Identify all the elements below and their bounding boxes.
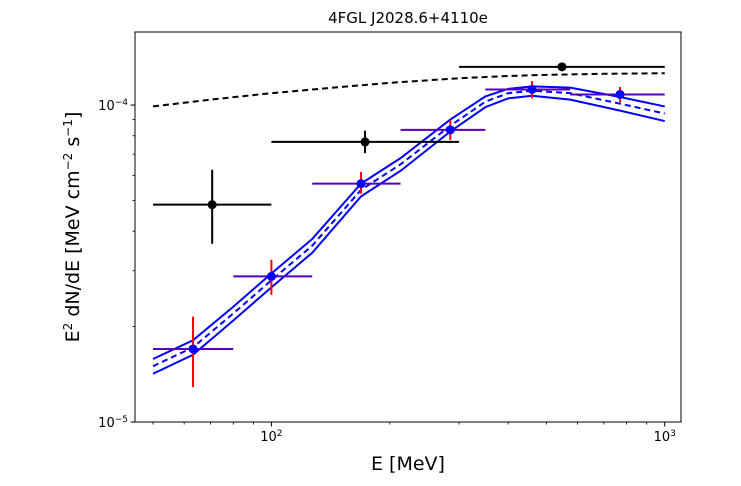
blue-points-marker-4 bbox=[527, 84, 537, 94]
y-label-pre: E bbox=[62, 330, 84, 342]
blue-points-point-3 bbox=[400, 120, 486, 141]
blue-points-point-2 bbox=[312, 171, 401, 194]
blue-points-marker-3 bbox=[445, 125, 455, 135]
y-tick-label-1: 10−4 bbox=[98, 98, 128, 114]
curve-blue-dashed-best-fit bbox=[152, 89, 665, 368]
chart-title: 4FGL J2028.6+4110e bbox=[328, 9, 488, 27]
y-label-post: ] bbox=[62, 112, 84, 119]
black-points-point-0 bbox=[152, 169, 272, 244]
blue-points-point-4 bbox=[485, 81, 571, 99]
x-tick-exp: 3 bbox=[670, 429, 676, 439]
black-points-marker-1 bbox=[360, 137, 370, 147]
black-points-marker-0 bbox=[207, 200, 217, 210]
black-points-point-1 bbox=[271, 130, 460, 154]
y-tick-label-0: 10−5 bbox=[98, 415, 128, 431]
blue-points-marker-0 bbox=[188, 344, 198, 354]
black-points-point-2 bbox=[459, 62, 665, 72]
x-tick-label-0: 102 bbox=[260, 429, 282, 445]
x-axis-label: E [MeV] bbox=[371, 453, 445, 475]
curve-black-dashed-model bbox=[152, 72, 665, 108]
y-tick-exp: −4 bbox=[115, 98, 129, 108]
y-tick-base: 10 bbox=[98, 99, 115, 114]
blue-points-marker-5 bbox=[615, 89, 625, 99]
y-tick-exp: −5 bbox=[115, 415, 128, 425]
x-tick-exp: 2 bbox=[277, 429, 283, 439]
blue-points-point-1 bbox=[233, 259, 313, 295]
y-label-sup1: −2 bbox=[61, 153, 75, 171]
y-label-pre-sup: 2 bbox=[61, 323, 75, 331]
x-tick-label-1: 103 bbox=[654, 429, 676, 445]
blue-points-point-0 bbox=[152, 316, 234, 387]
blue-points-marker-1 bbox=[266, 271, 276, 281]
black-points-marker-2 bbox=[557, 62, 567, 72]
blue-points-marker-2 bbox=[356, 179, 366, 189]
y-label-sup2: −1 bbox=[61, 119, 75, 137]
blue-points-point-5 bbox=[570, 87, 665, 103]
x-tick-base: 10 bbox=[654, 430, 671, 445]
y-label-mid1: dN/dE [MeV cm bbox=[62, 170, 84, 322]
plot-frame bbox=[134, 31, 682, 423]
y-axis-label: E2 dN/dE [MeV cm−2 s−1] bbox=[61, 112, 84, 343]
y-label-mid2: s bbox=[62, 137, 84, 153]
curve-blue-upper-band bbox=[152, 85, 665, 360]
plot-area bbox=[152, 62, 665, 387]
x-tick-base: 10 bbox=[260, 430, 277, 445]
curve-blue-lower-band bbox=[152, 94, 665, 375]
y-tick-base: 10 bbox=[98, 416, 115, 431]
